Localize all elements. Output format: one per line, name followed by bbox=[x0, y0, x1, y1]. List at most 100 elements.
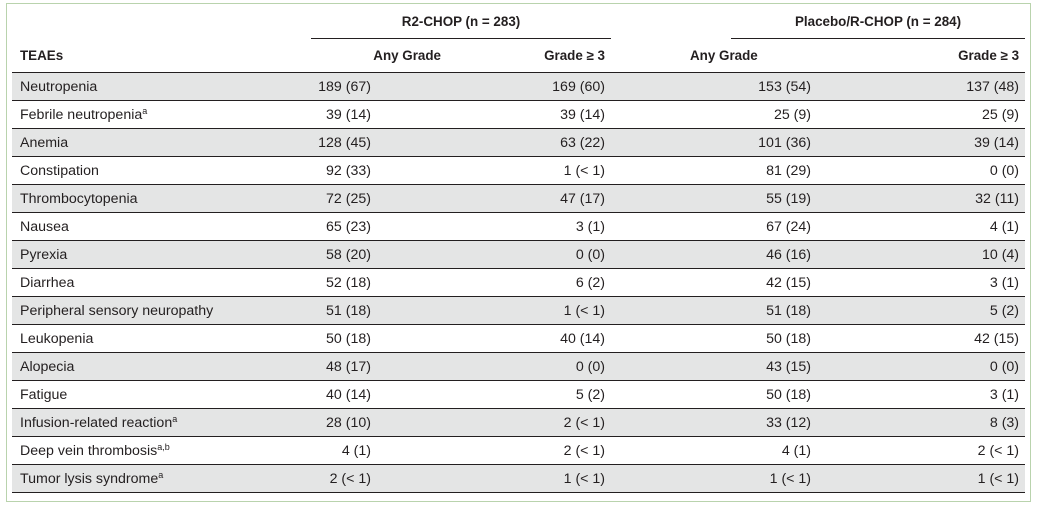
teae-name: Leukopenia bbox=[12, 324, 311, 353]
group-header-placebo: Placebo/R-CHOP (n = 284) bbox=[731, 8, 1026, 39]
footnote-marker: a bbox=[172, 413, 178, 424]
value-cell: 4 (1) bbox=[853, 212, 1026, 241]
value-cell: 50 (18) bbox=[611, 380, 854, 409]
teae-name: Neutropenia bbox=[12, 72, 311, 101]
column-header-any-grade-r2: Any Grade bbox=[373, 48, 441, 63]
teae-name: Thrombocytopenia bbox=[12, 184, 311, 213]
value-cell: 67 (24) bbox=[611, 212, 854, 241]
spacer-header bbox=[611, 8, 731, 39]
table-row: Tumor lysis syndromea 2 (< 1) 1 (< 1) 1 (< … bbox=[12, 464, 1026, 493]
value-cell: 42 (15) bbox=[853, 324, 1026, 353]
value-cell: 48 (17) bbox=[311, 352, 447, 381]
value-cell: 65 (23) bbox=[311, 212, 447, 241]
table-row: Alopecia 48 (17) 0 (0) 43 (15) 0 (0) bbox=[12, 352, 1026, 381]
table-row: Deep vein thrombosisa,b 4 (1) 2 (< 1) 4 (1)… bbox=[12, 436, 1026, 465]
teae-table: R2-CHOP (n = 283) Placebo/R-CHOP (n = 28… bbox=[12, 8, 1026, 493]
value-cell: 189 (67) bbox=[311, 72, 447, 101]
footnote-marker: a bbox=[158, 469, 164, 480]
footnote-marker: a bbox=[142, 105, 148, 116]
table-row: Diarrhea 52 (18) 6 (2) 42 (15) 3 (1) bbox=[12, 268, 1026, 297]
table-row: Anemia 128 (45) 63 (22) 101 (36) 39 (14) bbox=[12, 128, 1026, 157]
table-row: Febrile neutropeniaa 39 (14) 39 (14) 25 (9)… bbox=[12, 100, 1026, 129]
value-cell: 58 (20) bbox=[311, 240, 447, 269]
value-cell: 43 (15) bbox=[611, 352, 854, 381]
value-cell: 39 (14) bbox=[311, 100, 447, 129]
value-cell: 4 (1) bbox=[611, 436, 854, 465]
value-cell: 39 (14) bbox=[853, 128, 1026, 157]
value-cell: 39 (14) bbox=[447, 100, 612, 129]
value-cell: 50 (18) bbox=[311, 324, 447, 353]
table-row: Thrombocytopenia 72 (25) 47 (17) 55 (19) 32 … bbox=[12, 184, 1026, 213]
value-cell: 1 (< 1) bbox=[611, 464, 854, 493]
column-header-any-grade-placebo: Any Grade bbox=[690, 48, 758, 63]
value-cell: 1 (< 1) bbox=[853, 464, 1026, 493]
teae-name: Fatigue bbox=[12, 380, 311, 409]
column-header-grade3-placebo: Grade ≥ 3 bbox=[958, 48, 1020, 63]
value-cell: 46 (16) bbox=[611, 240, 854, 269]
value-cell: 6 (2) bbox=[447, 268, 612, 297]
value-cell: 5 (2) bbox=[447, 380, 612, 409]
value-cell: 33 (12) bbox=[611, 408, 854, 437]
value-cell: 8 (3) bbox=[853, 408, 1026, 437]
table-row: Infusion-related reactiona 28 (10) 2 (< 1)… bbox=[12, 408, 1026, 437]
teae-name: Nausea bbox=[12, 212, 311, 241]
value-cell: 137 (48) bbox=[853, 72, 1026, 101]
teae-name: Diarrhea bbox=[12, 268, 311, 297]
value-cell: 52 (18) bbox=[311, 268, 447, 297]
footnote-marker: a,b bbox=[157, 441, 170, 452]
value-cell: 0 (0) bbox=[853, 352, 1026, 381]
value-cell: 40 (14) bbox=[311, 380, 447, 409]
value-cell: 2 (< 1) bbox=[447, 436, 612, 465]
value-cell: 2 (< 1) bbox=[853, 436, 1026, 465]
table-body: Neutropenia 189 (67) 169 (60) 153 (54) 137 (… bbox=[12, 72, 1026, 493]
table-row: Leukopenia 50 (18) 40 (14) 50 (18) 42 (15) bbox=[12, 324, 1026, 353]
value-cell: 2 (< 1) bbox=[447, 408, 612, 437]
teae-name: Alopecia bbox=[12, 352, 311, 381]
value-cell: 32 (11) bbox=[853, 184, 1026, 213]
group-header-r2chop: R2-CHOP (n = 283) bbox=[311, 8, 612, 39]
value-cell: 128 (45) bbox=[311, 128, 447, 157]
value-cell: 1 (< 1) bbox=[447, 156, 612, 185]
value-cell: 2 (< 1) bbox=[311, 464, 447, 493]
value-cell: 153 (54) bbox=[611, 72, 854, 101]
value-cell: 50 (18) bbox=[611, 324, 854, 353]
value-cell: 51 (18) bbox=[611, 296, 854, 325]
table-frame bbox=[6, 3, 1031, 502]
value-cell: 25 (9) bbox=[853, 100, 1026, 129]
table-row: Fatigue 40 (14) 5 (2) 50 (18) 3 (1) bbox=[12, 380, 1026, 409]
empty-header bbox=[12, 8, 311, 39]
table-row: Neutropenia 189 (67) 169 (60) 153 (54) 137 (… bbox=[12, 72, 1026, 101]
teae-name: Febrile neutropeniaa bbox=[12, 100, 311, 129]
teae-name: Deep vein thrombosisa,b bbox=[12, 436, 311, 465]
column-header-teaes: TEAEs bbox=[20, 47, 64, 63]
teae-name: Pyrexia bbox=[12, 240, 311, 269]
value-cell: 10 (4) bbox=[853, 240, 1026, 269]
value-cell: 92 (33) bbox=[311, 156, 447, 185]
value-cell: 101 (36) bbox=[611, 128, 854, 157]
table-row: Nausea 65 (23) 3 (1) 67 (24) 4 (1) bbox=[12, 212, 1026, 241]
teae-name: Constipation bbox=[12, 156, 311, 185]
teae-name: Tumor lysis syndromea bbox=[12, 464, 311, 493]
teae-name: Anemia bbox=[12, 128, 311, 157]
value-cell: 28 (10) bbox=[311, 408, 447, 437]
value-cell: 47 (17) bbox=[447, 184, 612, 213]
value-cell: 3 (1) bbox=[853, 268, 1026, 297]
value-cell: 42 (15) bbox=[611, 268, 854, 297]
value-cell: 0 (0) bbox=[447, 240, 612, 269]
value-cell: 55 (19) bbox=[611, 184, 854, 213]
value-cell: 51 (18) bbox=[311, 296, 447, 325]
value-cell: 40 (14) bbox=[447, 324, 612, 353]
table-row: Peripheral sensory neuropathy 51 (18) 1 (<… bbox=[12, 296, 1026, 325]
value-cell: 3 (1) bbox=[853, 380, 1026, 409]
value-cell: 0 (0) bbox=[447, 352, 612, 381]
value-cell: 0 (0) bbox=[853, 156, 1026, 185]
table-row: Pyrexia 58 (20) 0 (0) 46 (16) 10 (4) bbox=[12, 240, 1026, 269]
table-row: Constipation 92 (33) 1 (< 1) 81 (29) 0 (0) bbox=[12, 156, 1026, 185]
value-cell: 3 (1) bbox=[447, 212, 612, 241]
value-cell: 5 (2) bbox=[853, 296, 1026, 325]
value-cell: 1 (< 1) bbox=[447, 296, 612, 325]
teae-name: Infusion-related reactiona bbox=[12, 408, 311, 437]
column-header-grade3-r2: Grade ≥ 3 bbox=[544, 48, 606, 63]
value-cell: 81 (29) bbox=[611, 156, 854, 185]
value-cell: 4 (1) bbox=[311, 436, 447, 465]
